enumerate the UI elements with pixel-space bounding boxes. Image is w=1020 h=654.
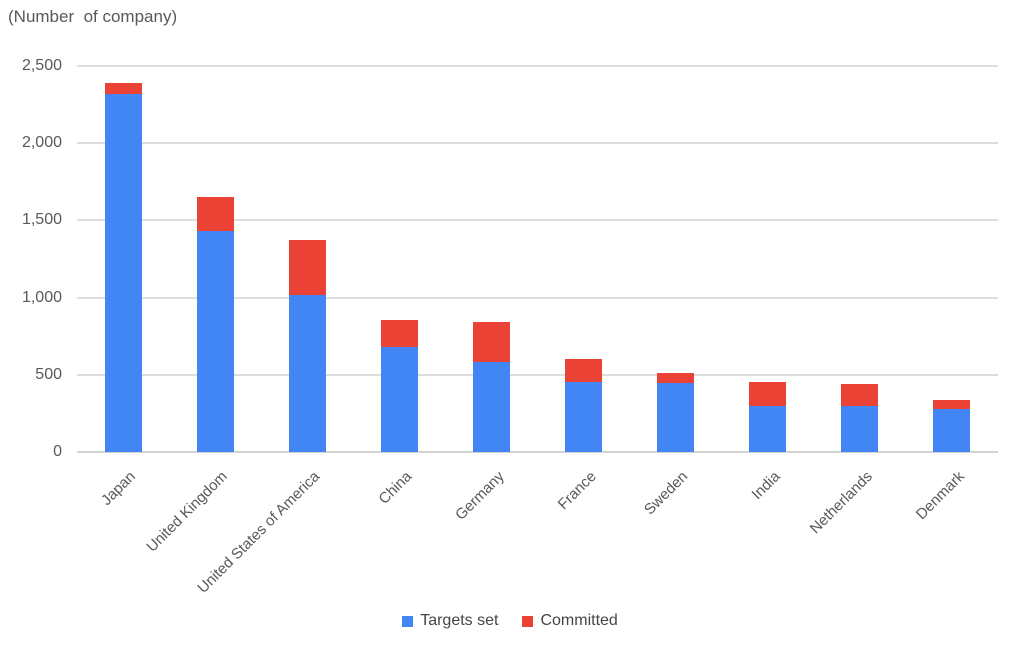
y-tick-label: 1,500 [21,211,62,229]
legend-marker-committed [522,615,534,627]
gridline [77,65,998,67]
x-axis-line [77,451,998,453]
bar-segment-targets-set [380,347,418,452]
y-tick-label: 1,000 [21,288,62,306]
bar-segment-committed [104,83,142,94]
bar-segment-committed [657,372,695,383]
bar-segment-committed [380,320,418,348]
x-tick-label: India [748,468,784,504]
bar-stack-sweden [657,372,695,452]
bar-stack-germany [472,322,510,452]
gridline [77,373,998,376]
bar-segment-targets-set [749,405,787,452]
bar-segment-targets-set [196,231,234,452]
y-tick-label: 0 [53,443,62,460]
bar-segment-committed [565,359,603,382]
legend-marker-targets-set [402,615,414,627]
y-tick-label: 2,500 [21,57,62,74]
legend: Targets set Committed [0,612,1020,630]
bar-segment-targets-set [288,294,326,452]
y-tick-label: 500 [35,365,62,383]
bar-segment-targets-set [104,93,142,452]
bar-stack-india [749,381,787,452]
gridline [77,296,998,299]
bar-segment-committed [288,240,326,295]
bar-segment-targets-set [565,381,603,452]
x-tick-label: United Kingdom [143,468,232,556]
bar-segment-committed [196,197,234,232]
bar-segment-targets-set [472,362,510,452]
x-tick-label: Netherlands [806,468,876,538]
x-tick-label: Germany [451,468,508,524]
legend-item-committed: Committed [522,612,618,630]
gridline [77,219,998,222]
y-axis: 0 500 1,000 1,500 2,000 2,500 [0,57,62,460]
bar-stack-united-kingdom [196,197,234,452]
x-tick-label: Sweden [641,468,692,519]
chart-title: (Number of company) [8,7,178,26]
x-axis: Japan United Kingdom United States of Amer… [77,452,998,602]
y-tick-label: 2,000 [21,134,62,152]
bar-stack-france [565,359,603,452]
legend-label: Committed [540,612,618,629]
gridline [77,142,998,145]
legend-item-targets-set: Targets set [402,612,498,630]
plot-area [77,65,998,453]
bar-segment-committed [749,381,787,406]
bar-stack-china [380,320,418,452]
x-tick-label: Japan [98,468,140,509]
legend-label: Targets set [420,612,499,629]
bar-segment-committed [841,384,879,407]
bar-segment-targets-set [841,406,879,452]
x-tick-label: France [554,468,600,514]
bar-segment-targets-set [657,382,695,452]
bar-segment-committed [472,322,510,363]
x-tick-label: Denmark [912,468,968,524]
bar-segment-targets-set [933,408,971,452]
bar-stack-japan [104,83,142,452]
bar-stack-united-states-of-america [288,240,326,452]
x-tick-label: China [375,468,416,508]
bar-stack-denmark [933,400,971,452]
bar-segment-committed [933,400,971,409]
bar-stack-netherlands [841,384,879,452]
